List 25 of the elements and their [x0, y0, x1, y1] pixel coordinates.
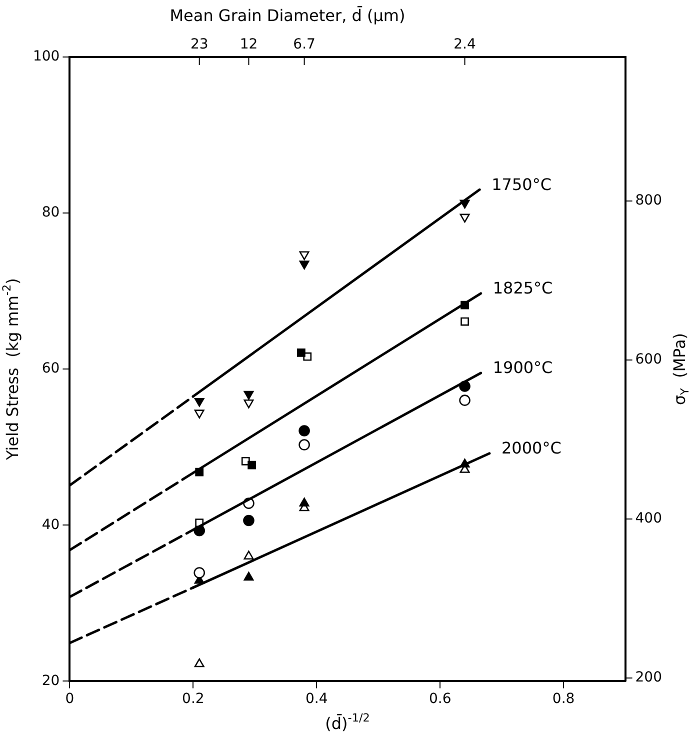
x-tick-label: 0.6	[428, 691, 452, 708]
y2-tick-label: 200	[635, 670, 662, 686]
annotation: 2.4	[454, 36, 476, 53]
y2-tick-label: 400	[635, 510, 662, 527]
y-tick-label: 60	[42, 360, 60, 377]
x-tick-label: 0.4	[306, 691, 328, 708]
series-label: 1825°C	[492, 278, 553, 298]
y-tick-label: 80	[42, 204, 60, 221]
series-label: 1750°C	[492, 174, 552, 194]
y2-tick-label: 600	[635, 352, 662, 368]
y-tick-label: 20	[42, 672, 60, 689]
x-tick-label: 0.8	[552, 691, 575, 708]
y2-tick-label: 800	[635, 192, 662, 209]
y-axis-title: Yield Stress (kg mm-2)	[0, 278, 22, 462]
x-tick-label: 0.2	[182, 691, 204, 708]
y-tick-label: 100	[32, 48, 60, 65]
x-tick-label: 0	[65, 691, 74, 708]
series-label: 2000°C	[501, 438, 562, 458]
annotation: 12	[240, 36, 258, 53]
y2-axis-title: σY (MPa)	[670, 333, 692, 406]
annotation: 6.7	[293, 36, 316, 53]
series-label: 1900°C	[492, 358, 553, 378]
annotation: 23	[190, 36, 208, 53]
x2-axis-title: Mean Grain Diameter, d̄ (μm)	[170, 6, 406, 26]
y-tick-label: 40	[42, 516, 60, 533]
